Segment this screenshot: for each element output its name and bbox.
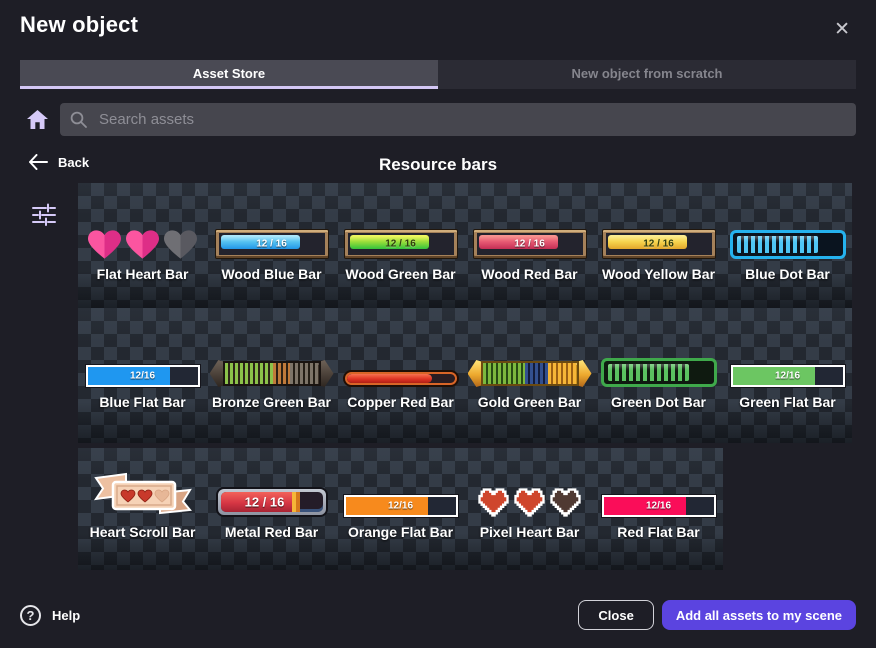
wood-blue-bar-image: 12 / 16 bbox=[214, 229, 329, 259]
heart-scroll-bar-image bbox=[93, 471, 193, 517]
asset-row-2: 12/16 Blue Flat Bar Bronze Green Bar bbox=[78, 308, 852, 443]
asset-label: Wood Red Bar bbox=[481, 266, 578, 282]
bronze-green-bar-image bbox=[209, 360, 334, 387]
home-button[interactable] bbox=[20, 109, 60, 129]
tab-new-object-from-scratch[interactable]: New object from scratch bbox=[438, 60, 856, 89]
asset-tile-wood-green-bar[interactable]: 12 / 16 Wood Green Bar bbox=[336, 183, 465, 308]
asset-tile-blue-dot-bar[interactable]: Blue Dot Bar bbox=[723, 183, 852, 308]
asset-tile-blue-flat-bar[interactable]: 12/16 Blue Flat Bar bbox=[78, 308, 207, 443]
metal-red-bar-image: 12 / 16 bbox=[215, 487, 328, 517]
red-flat-bar-image: 12/16 bbox=[600, 494, 717, 518]
home-icon bbox=[27, 109, 48, 129]
asset-row-3: Heart Scroll Bar 12 / 16 Metal Red Bar 1… bbox=[78, 448, 723, 570]
wood-yellow-bar-image: 12 / 16 bbox=[601, 229, 716, 259]
asset-label: Blue Flat Bar bbox=[99, 394, 186, 410]
footer-bar: ? Help Close Add all assets to my scene bbox=[20, 599, 856, 631]
asset-tile-wood-yellow-bar[interactable]: 12 / 16 Wood Yellow Bar bbox=[594, 183, 723, 308]
green-dot-bar-image bbox=[600, 358, 717, 387]
back-row: Resource bars Back bbox=[20, 154, 856, 180]
asset-label: Green Flat Bar bbox=[739, 394, 836, 410]
blue-flat-bar-image: 12/16 bbox=[84, 364, 201, 388]
asset-tile-pixel-heart-bar[interactable]: Pixel Heart Bar bbox=[465, 448, 594, 570]
tab-asset-store[interactable]: Asset Store bbox=[20, 60, 438, 89]
asset-label: Wood Yellow Bar bbox=[601, 266, 716, 282]
pixel-heart-bar-image bbox=[478, 488, 581, 517]
asset-tile-wood-blue-bar[interactable]: 12 / 16 Wood Blue Bar bbox=[207, 183, 336, 308]
asset-tile-red-flat-bar[interactable]: 12/16 Red Flat Bar bbox=[594, 448, 723, 570]
asset-tile-bronze-green-bar[interactable]: Bronze Green Bar bbox=[207, 308, 336, 443]
back-button[interactable]: Back bbox=[28, 154, 89, 170]
help-label: Help bbox=[52, 607, 81, 623]
asset-row-1: Flat Heart Bar 12 / 16 Wood Blue Bar 12 … bbox=[78, 183, 852, 308]
asset-label: Heart Scroll Bar bbox=[89, 524, 196, 540]
blue-dot-bar-image bbox=[729, 230, 846, 259]
asset-label: Gold Green Bar bbox=[477, 394, 582, 410]
green-flat-bar-image: 12/16 bbox=[729, 364, 846, 388]
asset-label: Blue Dot Bar bbox=[745, 266, 830, 282]
asset-label: Pixel Heart Bar bbox=[479, 524, 580, 540]
search-row bbox=[20, 102, 856, 136]
asset-tile-orange-flat-bar[interactable]: 12/16 Orange Flat Bar bbox=[336, 448, 465, 570]
asset-tile-metal-red-bar[interactable]: 12 / 16 Metal Red Bar bbox=[207, 448, 336, 570]
help-button[interactable]: ? Help bbox=[20, 604, 81, 626]
orange-flat-bar-image: 12/16 bbox=[342, 494, 459, 518]
wood-green-bar-image: 12 / 16 bbox=[343, 229, 458, 259]
asset-tile-wood-red-bar[interactable]: 12 / 16 Wood Red Bar bbox=[465, 183, 594, 308]
asset-label: Wood Green Bar bbox=[345, 266, 456, 282]
asset-label: Copper Red Bar bbox=[347, 394, 454, 410]
search-input[interactable] bbox=[97, 109, 846, 129]
flat-heart-bar-image bbox=[88, 230, 197, 259]
asset-tile-heart-scroll-bar[interactable]: Heart Scroll Bar bbox=[78, 448, 207, 570]
asset-tile-flat-heart-bar[interactable]: Flat Heart Bar bbox=[78, 183, 207, 308]
section-title: Resource bars bbox=[378, 155, 498, 174]
asset-grid: Flat Heart Bar 12 / 16 Wood Blue Bar 12 … bbox=[78, 183, 852, 570]
gold-green-bar-image bbox=[467, 360, 592, 387]
asset-tile-green-dot-bar[interactable]: Green Dot Bar bbox=[594, 308, 723, 443]
asset-label: Wood Blue Bar bbox=[221, 266, 322, 282]
asset-tile-copper-red-bar[interactable]: Copper Red Bar bbox=[336, 308, 465, 443]
search-icon bbox=[70, 111, 87, 128]
asset-label: Metal Red Bar bbox=[224, 524, 319, 540]
asset-label: Bronze Green Bar bbox=[211, 394, 332, 410]
page-title: New object bbox=[20, 12, 139, 37]
asset-label: Red Flat Bar bbox=[617, 524, 700, 540]
asset-label: Flat Heart Bar bbox=[96, 266, 189, 282]
close-icon[interactable]: ✕ bbox=[834, 19, 850, 40]
close-button[interactable]: Close bbox=[578, 600, 654, 630]
asset-tile-green-flat-bar[interactable]: 12/16 Green Flat Bar bbox=[723, 308, 852, 443]
wood-red-bar-image: 12 / 16 bbox=[472, 229, 587, 259]
back-arrow-icon bbox=[29, 154, 48, 170]
asset-label: Orange Flat Bar bbox=[347, 524, 454, 540]
search-box[interactable] bbox=[60, 102, 856, 136]
copper-red-bar-image bbox=[342, 370, 459, 387]
help-icon: ? bbox=[20, 604, 41, 626]
add-all-assets-button[interactable]: Add all assets to my scene bbox=[661, 600, 856, 630]
asset-tile-gold-green-bar[interactable]: Gold Green Bar bbox=[465, 308, 594, 443]
back-label: Back bbox=[58, 154, 90, 170]
filter-button[interactable] bbox=[32, 203, 56, 231]
tab-bar: Asset Store New object from scratch bbox=[20, 60, 856, 89]
filter-sliders-icon bbox=[32, 203, 56, 226]
asset-label: Green Dot Bar bbox=[611, 394, 706, 410]
